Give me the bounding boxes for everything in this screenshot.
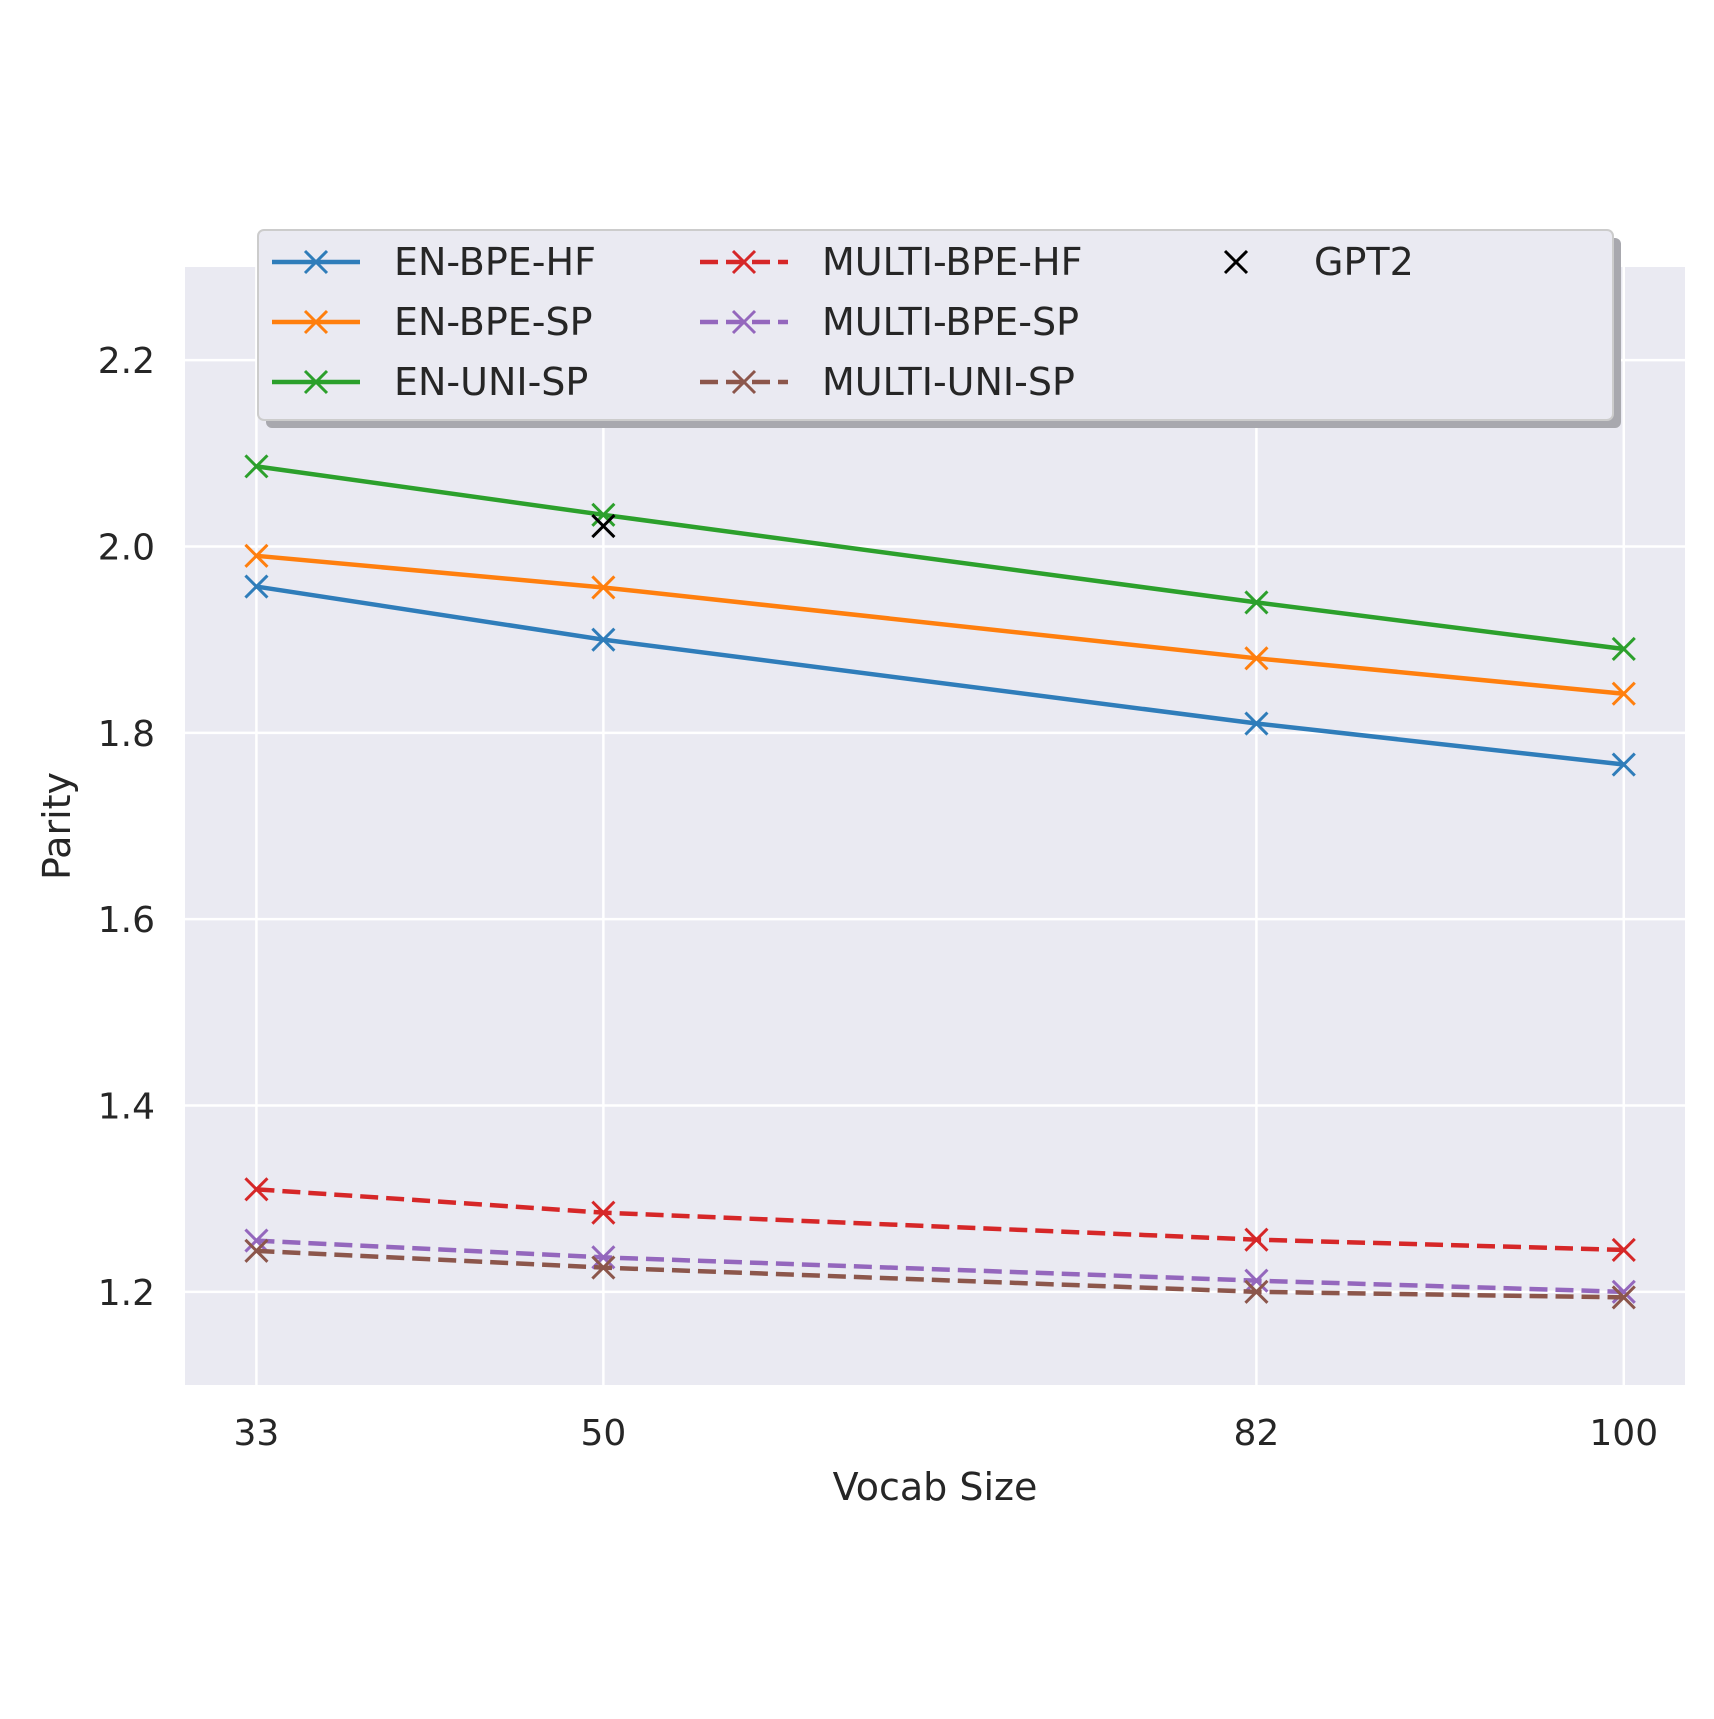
data-point xyxy=(1611,1285,1636,1310)
legend-label: MULTI-UNI-SP xyxy=(822,360,1075,404)
legend-item-multi-uni-sp: MULTI-UNI-SP xyxy=(700,360,1075,404)
x-tick-label: 33 xyxy=(234,1413,280,1454)
legend-marker xyxy=(731,369,757,395)
data-point xyxy=(591,575,616,600)
legend-item-multi-bpe-sp: MULTI-BPE-SP xyxy=(700,300,1079,344)
legend-item-multi-bpe-hf: MULTI-BPE-HF xyxy=(700,240,1082,284)
data-point xyxy=(1244,1268,1269,1293)
legend-label: GPT2 xyxy=(1314,240,1414,284)
plot-background xyxy=(185,267,1685,1385)
data-point xyxy=(244,454,269,479)
data-point xyxy=(1244,1227,1269,1252)
data-point xyxy=(591,627,616,652)
series-line xyxy=(256,1238,1624,1295)
data-point xyxy=(244,543,269,568)
series-layer xyxy=(244,454,1636,1310)
series-en-uni-sp xyxy=(244,454,1636,662)
data-point xyxy=(591,1200,616,1225)
data-point xyxy=(1611,752,1636,777)
series-line xyxy=(256,1248,1624,1300)
data-point xyxy=(591,1255,616,1280)
legend-label: MULTI-BPE-SP xyxy=(822,300,1079,344)
data-point xyxy=(244,1238,269,1263)
y-tick-label: 2.0 xyxy=(98,528,155,569)
x-axis-label: Vocab Size xyxy=(833,1465,1038,1509)
series-multi-uni-sp xyxy=(244,1238,1636,1310)
y-tick-label: 1.8 xyxy=(98,714,155,755)
data-point xyxy=(1244,590,1269,615)
y-tick-label: 1.6 xyxy=(98,900,155,941)
legend: EN-BPE-HF EN-BPE-SP EN-UNI-SP MULTI-BPE-HF M… xyxy=(257,229,1621,428)
data-point xyxy=(244,1228,269,1253)
data-point xyxy=(1611,636,1636,662)
data-point xyxy=(1611,1237,1636,1262)
x-tick-label: 82 xyxy=(1234,1413,1280,1454)
series-line xyxy=(256,464,1625,652)
legend-marker xyxy=(303,369,329,395)
legend-label: EN-BPE-HF xyxy=(394,240,596,284)
data-point xyxy=(1244,1279,1269,1304)
data-point xyxy=(244,574,269,599)
data-point xyxy=(1244,711,1269,736)
legend-item-en-bpe-hf: EN-BPE-HF xyxy=(272,240,596,284)
y-tick-label: 2.2 xyxy=(98,341,155,382)
series-en-bpe-hf xyxy=(244,574,1636,777)
data-point xyxy=(1244,646,1269,671)
series-line xyxy=(256,553,1624,696)
legend-marker xyxy=(731,309,757,335)
legend-marker xyxy=(731,249,757,275)
x-tick-label: 100 xyxy=(1589,1413,1658,1454)
legend-item-en-uni-sp: EN-UNI-SP xyxy=(272,360,588,404)
data-point xyxy=(591,1245,616,1270)
data-point xyxy=(244,1177,269,1202)
series-en-bpe-sp xyxy=(244,543,1636,706)
legend-item-gpt2: GPT2 xyxy=(1223,240,1414,284)
series-multi-bpe-hf xyxy=(244,1177,1636,1262)
x-tick-label: 50 xyxy=(580,1413,626,1454)
legend-marker xyxy=(303,309,329,335)
legend-marker xyxy=(1223,249,1249,275)
legend-label: EN-BPE-SP xyxy=(394,300,593,344)
y-tick-label: 1.4 xyxy=(98,1087,155,1128)
data-point xyxy=(591,502,616,527)
ticks: 1.2 1.4 1.6 1.8 2.0 2.2 33 50 82 100 xyxy=(98,341,1658,1454)
y-tick-label: 1.2 xyxy=(98,1273,155,1314)
legend-item-en-bpe-sp: EN-BPE-SP xyxy=(272,300,593,344)
series-line xyxy=(256,584,1625,767)
legend-box xyxy=(257,229,1614,421)
data-point-gpt2 xyxy=(591,513,616,539)
series-line xyxy=(256,1187,1624,1253)
data-point xyxy=(1611,681,1636,706)
y-axis-label: Parity xyxy=(35,772,79,880)
legend-label: MULTI-BPE-HF xyxy=(822,240,1082,284)
legend-marker xyxy=(303,249,329,275)
legend-label: EN-UNI-SP xyxy=(394,360,588,404)
